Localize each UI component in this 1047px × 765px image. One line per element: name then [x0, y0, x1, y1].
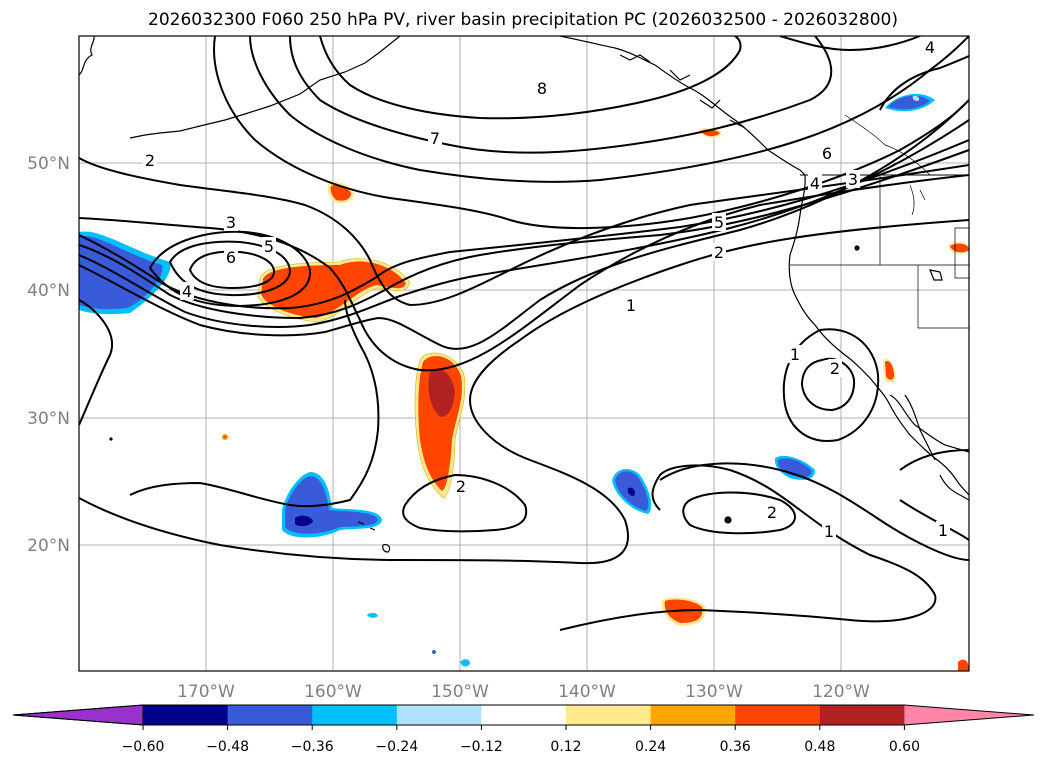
lon-label: 120°W	[812, 682, 870, 702]
contour-label: 5	[714, 213, 724, 232]
contour-label: 6	[226, 248, 236, 267]
colorbar-extend-min	[13, 705, 143, 725]
colorbar: −0.60 −0.48 −0.36 −0.24 −0.12 0.12 0.24 0.36 0.4…	[13, 705, 1034, 755]
colorbar-tick-label: −0.24	[375, 739, 418, 755]
contour-label: 2	[456, 477, 466, 496]
colorbar-tick-label: −0.12	[460, 739, 503, 755]
contour-label: 1	[824, 522, 834, 541]
contour-label: 4	[925, 38, 935, 57]
colorbar-tick-label: 0.24	[635, 739, 666, 755]
contour-label: 8	[537, 79, 547, 98]
colorbar-tick-label: −0.60	[122, 739, 165, 755]
contour-label: 2	[714, 243, 724, 262]
contour-label: 3	[226, 213, 236, 232]
colorbar-segment	[566, 705, 651, 725]
colorbar-segment	[481, 705, 566, 725]
contour-label: 2	[767, 503, 777, 522]
lat-label: 50°N	[27, 154, 70, 174]
contour-label: 2	[145, 151, 155, 170]
colorbar-tick-label: 0.36	[720, 739, 751, 755]
contour-label: 4	[182, 282, 192, 301]
lon-label: 150°W	[431, 682, 489, 702]
contour-label: 5	[264, 237, 274, 256]
colorbar-segment	[143, 705, 228, 725]
lon-label: 130°W	[685, 682, 743, 702]
map-title: 2026032300 F060 250 hPa PV, river basin …	[148, 10, 898, 30]
colorbar-segment	[312, 705, 397, 725]
colorbar-extend-max	[904, 705, 1034, 725]
colorbar-tick-label: −0.48	[206, 739, 249, 755]
colorbar-segment	[228, 705, 313, 725]
lon-label: 140°W	[558, 682, 616, 702]
contour-label: 6	[822, 144, 832, 163]
contour-label: 4	[810, 174, 820, 193]
contour-label: 3	[848, 170, 858, 189]
contour-label: 1	[626, 296, 636, 315]
longitude-labels: 170°W 160°W 150°W 140°W 130°W 120°W	[177, 682, 870, 702]
colorbar-segment	[735, 705, 820, 725]
lon-label: 160°W	[304, 682, 362, 702]
colorbar-segment	[397, 705, 482, 725]
lat-label: 30°N	[27, 409, 70, 429]
contour-label: 7	[430, 129, 440, 148]
colorbar-tick-label: 0.60	[889, 739, 920, 755]
latitude-labels: 50°N 40°N 30°N 20°N	[27, 154, 70, 556]
colorbar-tick-label: 0.12	[550, 739, 581, 755]
colorbar-tick-label: 0.48	[804, 739, 835, 755]
lat-label: 40°N	[27, 281, 70, 301]
contour-label: 2	[830, 359, 840, 378]
lat-label: 20°N	[27, 536, 70, 556]
colorbar-segment	[820, 705, 905, 725]
contour-label: 1	[938, 521, 948, 540]
colorbar-segment	[651, 705, 736, 725]
lon-label: 170°W	[177, 682, 235, 702]
contour-label: 1	[790, 345, 800, 364]
colorbar-tick-label: −0.36	[291, 739, 334, 755]
